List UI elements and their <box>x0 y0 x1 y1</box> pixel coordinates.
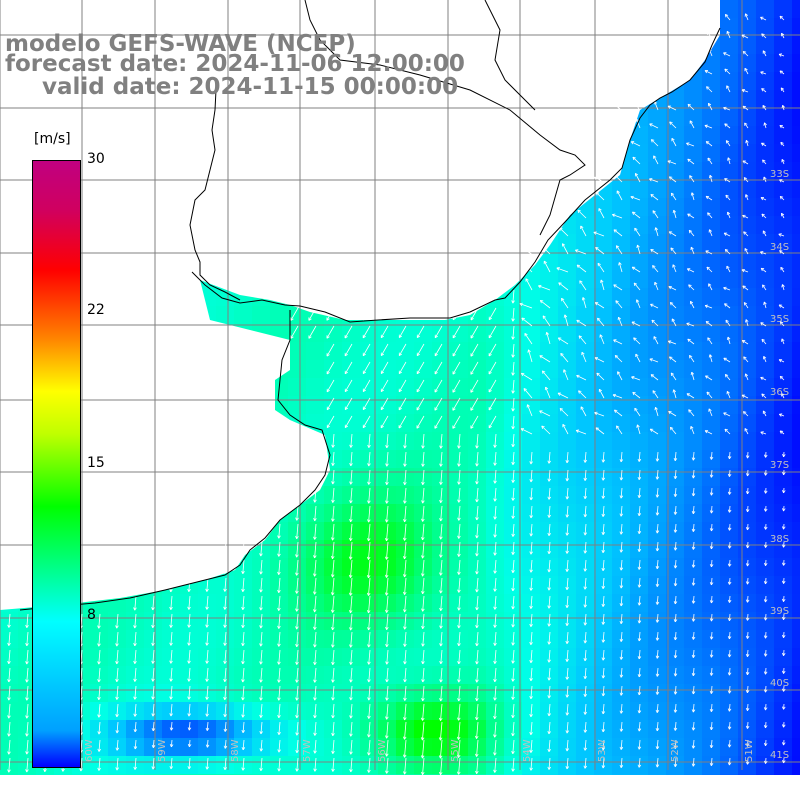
forecast-date: forecast date: 2024-11-06 12:00:00 <box>5 52 465 76</box>
longitude-label: 56W <box>377 739 388 762</box>
latitude-label: 35S <box>770 314 789 325</box>
longitude-label: 55W <box>450 739 461 762</box>
latitude-label: 39S <box>770 606 789 617</box>
longitude-label: 51W <box>744 739 755 762</box>
longitude-label: 58W <box>230 739 241 762</box>
colorbar-tick: 8 <box>87 607 96 623</box>
valid-date: valid date: 2024-11-15 00:00:00 <box>42 75 458 99</box>
latitude-label: 38S <box>770 534 789 545</box>
latitude-label: 37S <box>770 460 789 471</box>
latitude-label: 41S <box>770 750 789 761</box>
colorbar-tick: 30 <box>87 151 105 167</box>
longitude-label: 54W <box>522 739 533 762</box>
longitude-label: 52W <box>670 739 681 762</box>
longitude-label: 59W <box>157 739 168 762</box>
latitude-label: 33S <box>770 169 789 180</box>
colorbar <box>32 160 81 768</box>
colorbar-tick: 15 <box>87 455 105 471</box>
latitude-label: 34S <box>770 242 789 253</box>
colorbar-tick: 22 <box>87 302 105 318</box>
longitude-label: 53W <box>597 739 608 762</box>
longitude-label: 60W <box>84 739 95 762</box>
longitude-label: 57W <box>302 739 313 762</box>
latitude-label: 36S <box>770 387 789 398</box>
colorbar-unit: [m/s] <box>34 131 71 147</box>
latitude-label: 40S <box>770 678 789 689</box>
